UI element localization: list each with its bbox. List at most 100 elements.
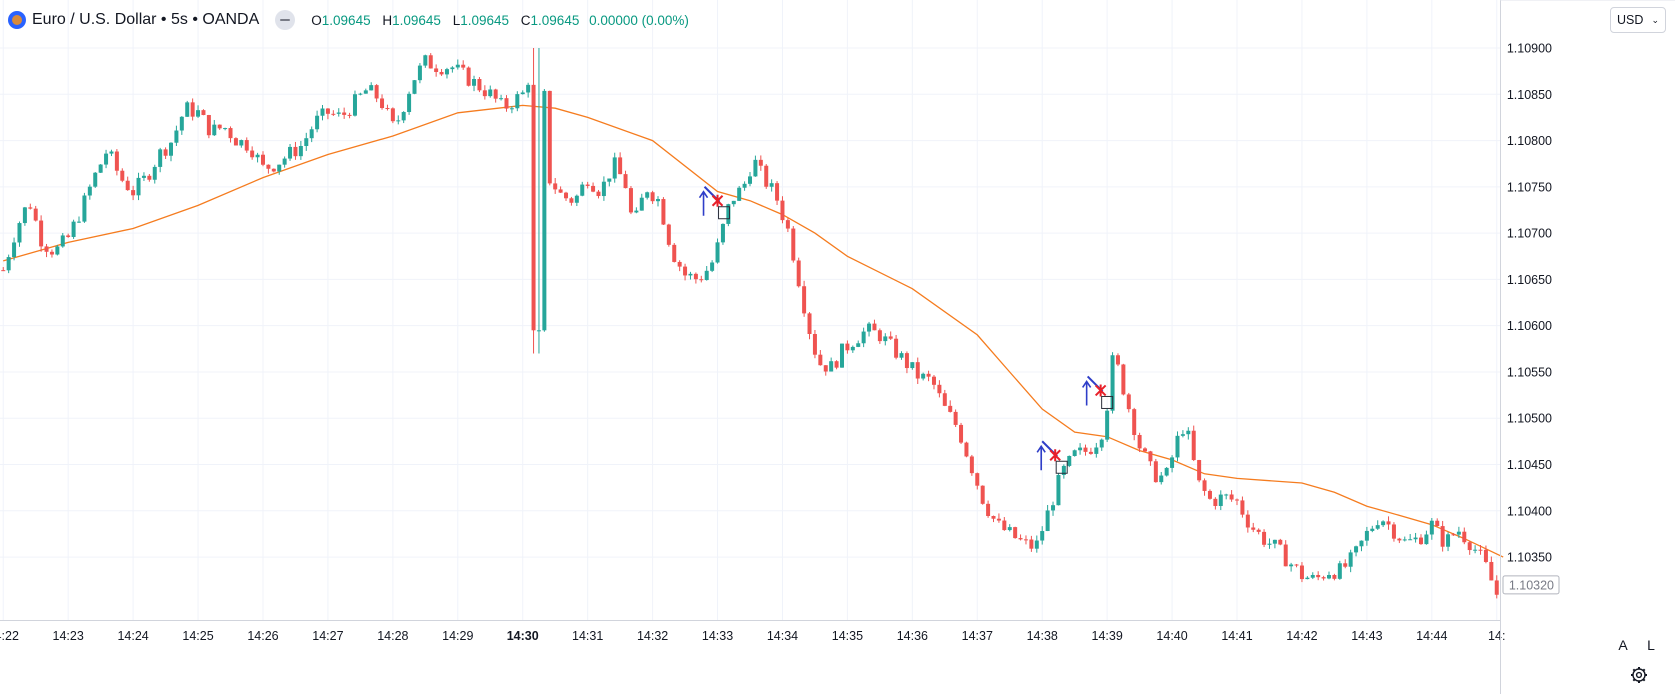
candle-body xyxy=(1256,529,1261,532)
x-tick-label: 14:32 xyxy=(637,629,668,643)
candle-body xyxy=(1467,542,1472,551)
close-label: C xyxy=(520,12,531,28)
candle-body xyxy=(1224,494,1229,496)
candle-body xyxy=(515,94,520,109)
candle-body xyxy=(136,177,141,196)
candle-body xyxy=(834,361,839,368)
gear-icon[interactable] xyxy=(1630,666,1648,684)
candle-body xyxy=(277,164,282,172)
candle-body xyxy=(347,114,352,116)
candle-body xyxy=(196,110,201,117)
y-tick-label: 1.10650 xyxy=(1507,273,1552,287)
candle-body xyxy=(1067,455,1072,466)
candle-body xyxy=(1,270,6,272)
candle-body xyxy=(1267,543,1272,545)
star-icon xyxy=(1094,384,1107,397)
candle-body xyxy=(293,146,298,157)
flag-icon[interactable] xyxy=(8,11,26,29)
candle-body xyxy=(493,89,498,99)
price-label-box xyxy=(1502,575,1560,595)
candle-body xyxy=(807,313,812,334)
candle-body xyxy=(1137,434,1142,449)
candle-body xyxy=(309,129,314,139)
candle-body xyxy=(764,165,769,187)
candle-body xyxy=(883,336,888,342)
y-tick-label: 1.10700 xyxy=(1507,227,1552,241)
candle-body xyxy=(910,362,915,369)
candle-body xyxy=(250,150,255,158)
x-tick-label: 14:23 xyxy=(53,629,84,643)
candle-body xyxy=(1240,500,1245,515)
low-label: L xyxy=(452,12,461,28)
candle-body xyxy=(818,354,823,366)
candle-body xyxy=(591,185,596,192)
candle-body xyxy=(931,376,936,385)
candle-body xyxy=(217,124,222,129)
candle-body xyxy=(1186,430,1191,435)
candle-body xyxy=(683,266,688,276)
candle-body xyxy=(937,384,942,394)
symbol-title[interactable]: Euro / U.S. Dollar • 5s • OANDA xyxy=(32,11,260,28)
candle-body xyxy=(926,373,931,377)
candle-body xyxy=(661,199,666,225)
trade-marker xyxy=(1081,375,1114,409)
candle-body xyxy=(260,154,265,165)
y-tick-label: 1.10900 xyxy=(1507,42,1552,56)
price-label: 1.10320 xyxy=(1509,578,1554,592)
candle-body xyxy=(206,115,211,136)
candle-body xyxy=(715,242,720,263)
candle-body xyxy=(1354,546,1359,553)
log-scale-button[interactable]: L xyxy=(1647,637,1655,653)
candle-body xyxy=(1191,430,1196,461)
candle-body xyxy=(1023,539,1028,541)
moving-average-line xyxy=(3,104,1504,558)
candle-body xyxy=(1159,475,1164,483)
candle-body xyxy=(325,108,330,114)
candle-body xyxy=(634,210,639,213)
candle-body xyxy=(1397,538,1402,541)
candle-body xyxy=(1278,539,1283,545)
candle-body xyxy=(872,323,877,331)
candle-body xyxy=(1088,451,1093,454)
candle-body xyxy=(444,69,449,75)
candle-body xyxy=(558,189,563,193)
candle-body xyxy=(1170,457,1175,468)
candle-body xyxy=(82,195,87,222)
candle-body xyxy=(93,172,98,187)
candle-body xyxy=(656,199,661,202)
candle-body xyxy=(120,170,125,181)
candle-body xyxy=(1451,534,1456,536)
currency-select[interactable]: USD ⌄ xyxy=(1610,7,1666,33)
candle-body xyxy=(1262,531,1267,545)
candle-body xyxy=(1034,540,1039,549)
candle-body xyxy=(472,79,477,86)
candle-body xyxy=(775,183,780,201)
candle-body xyxy=(1218,494,1223,506)
candle-body xyxy=(385,108,390,110)
candle-body xyxy=(1229,494,1234,500)
candle-body xyxy=(1245,514,1250,528)
candle-body xyxy=(233,138,238,146)
y-tick-label: 1.10500 xyxy=(1507,412,1552,426)
candle-body xyxy=(1424,534,1429,545)
x-tick-label: 14:41 xyxy=(1221,629,1252,643)
high-label: H xyxy=(382,12,393,28)
auto-scale-button[interactable]: A xyxy=(1618,637,1628,653)
candle-body xyxy=(1099,439,1104,448)
candle-body xyxy=(737,187,742,201)
candle-body xyxy=(1364,530,1369,541)
candlestick-series xyxy=(1,48,1499,599)
candle-body xyxy=(331,113,336,115)
minus-icon[interactable] xyxy=(275,10,296,30)
y-tick-label: 1.10800 xyxy=(1507,134,1552,148)
candle-body xyxy=(244,140,249,151)
candle-body xyxy=(374,85,379,99)
candle-body xyxy=(33,208,38,221)
candle-body xyxy=(1110,355,1115,411)
candle-body xyxy=(1386,521,1391,525)
candle-body xyxy=(288,146,293,159)
candle-body xyxy=(758,159,763,166)
candle-body xyxy=(899,353,904,358)
